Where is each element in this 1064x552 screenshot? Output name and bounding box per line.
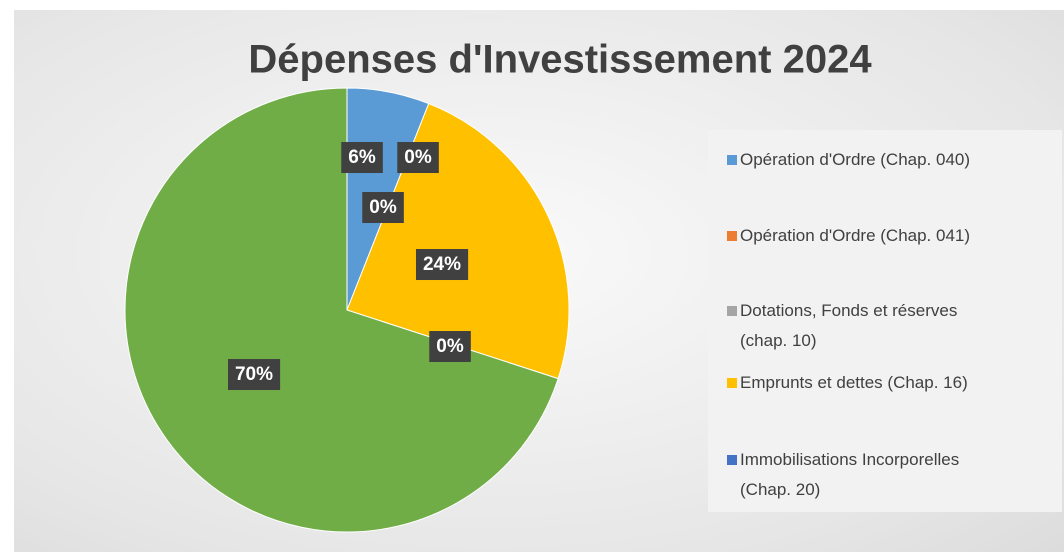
- data-label: 0%: [429, 331, 471, 363]
- data-label-box: [362, 192, 404, 224]
- data-label-box: [429, 331, 471, 363]
- data-label-box: [341, 142, 383, 174]
- legend-swatch: [727, 155, 737, 165]
- data-label-box: [227, 359, 281, 391]
- legend-label: Emprunts et dettes (Chap. 16): [740, 373, 968, 392]
- data-label-box: [397, 142, 439, 174]
- data-label: 0%: [362, 192, 404, 224]
- legend-swatch: [727, 455, 737, 465]
- data-label-text: 0%: [404, 147, 432, 168]
- pie-slice: [124, 87, 559, 533]
- legend-swatch: [727, 231, 737, 241]
- data-label-text: 70%: [235, 364, 273, 385]
- data-label-text: 6%: [348, 147, 376, 168]
- legend-label: Dotations, Fonds et réserves (chap. 10): [740, 301, 958, 350]
- legend-label: Opération d'Ordre (Chap. 040): [740, 150, 971, 169]
- data-label-text: 24%: [423, 254, 461, 275]
- legend-swatch: [727, 378, 737, 388]
- data-label-text: 0%: [369, 197, 397, 218]
- legend-label: Immobilisations Incorporelles (Chap. 20): [740, 450, 960, 499]
- legend-entry: Opération d'Ordre (Chap. 040): [727, 145, 1000, 175]
- legend-entry: Opération d'Ordre (Chap. 041): [727, 221, 1000, 251]
- legend-label: Opération d'Ordre (Chap. 041): [740, 226, 971, 245]
- data-label-text: 0%: [436, 336, 464, 357]
- data-label: 0%: [397, 142, 439, 174]
- legend-entry: Emprunts et dettes (Chap. 16): [727, 368, 1000, 398]
- legend: Opération d'Ordre (Chap. 040) Opération d…: [708, 130, 1062, 512]
- data-label: 6%: [341, 142, 383, 174]
- legend-entry: Immobilisations Incorporelles (Chap. 20): [727, 445, 1000, 505]
- legend-entry: Dotations, Fonds et réserves (chap. 10): [727, 296, 1000, 356]
- legend-swatch: [727, 306, 737, 316]
- data-label-box: [415, 249, 469, 281]
- data-label: 70%: [227, 359, 281, 391]
- chart-title: Dépenses d'Investissement 2024: [248, 38, 872, 82]
- data-label: 24%: [415, 249, 469, 281]
